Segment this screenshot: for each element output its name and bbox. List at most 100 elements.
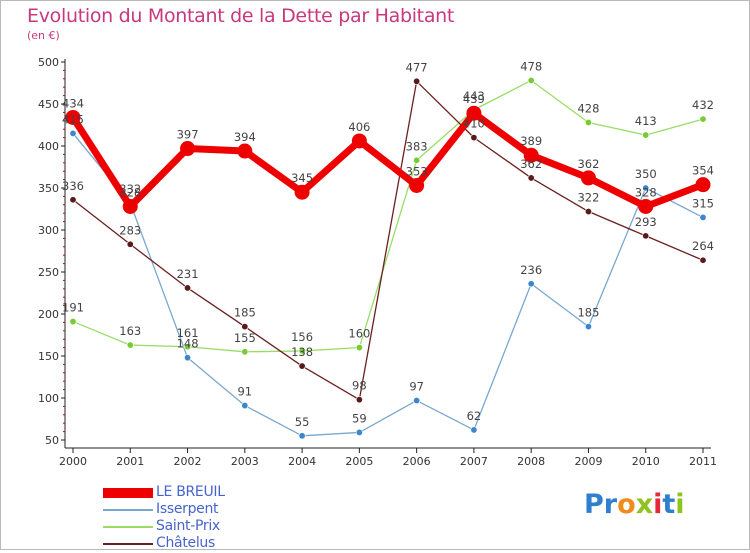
logo-letter: t [662,489,676,520]
logo-letter: r [603,489,618,520]
data-label: 362 [577,157,599,171]
data-point [695,177,711,193]
legend-label: LE BREUIL [156,484,225,500]
data-point [527,174,535,182]
legend-swatch [103,526,153,528]
data-point [638,198,654,214]
data-label: 97 [409,380,424,394]
data-label: 62 [467,409,482,423]
data-label: 394 [234,130,256,144]
data-label: 328 [119,185,141,199]
data-point [126,341,134,349]
chart-title: Evolution du Montant de la Dette par Hab… [27,5,455,27]
series-line-isserpent [72,132,704,437]
data-point [241,323,249,331]
data-label: 406 [348,120,370,134]
data-point [413,77,421,85]
data-label: 354 [692,164,714,178]
data-label: 283 [119,223,141,237]
data-label: 91 [237,385,252,399]
legend-swatch [103,488,153,498]
data-label: 161 [177,326,199,340]
x-tick-label: 2004 [288,455,316,468]
data-label: 477 [406,60,428,74]
data-point [584,323,592,331]
data-point [241,348,249,356]
data-label: 163 [119,324,141,338]
data-label: 353 [406,164,428,178]
data-label: 432 [692,98,714,112]
data-point [580,170,596,186]
data-point [355,344,363,352]
x-tick-label: 2007 [460,455,488,468]
data-point [69,129,77,137]
line-chart: 50 100 150 200 250 300 350 400 450 500 2000 2001 200… [38,56,717,468]
y-tick-label: 50 [45,434,59,447]
data-point [699,213,707,221]
data-label: 332 [119,182,141,196]
data-point [184,354,192,362]
data-point [298,432,306,440]
legend-label: Saint-Prix [156,518,220,534]
x-tick-label: 2011 [689,455,717,468]
logo-letter: i [675,489,685,520]
data-label: 191 [62,301,84,315]
data-point [351,133,367,149]
logo-letter: P [584,489,604,520]
data-point [642,131,650,139]
proxiti-logo: Proxiti [584,489,685,520]
data-label: 389 [520,134,542,148]
data-label: 345 [291,171,313,185]
logo-letter: o [617,489,636,520]
data-label: 138 [291,345,313,359]
series-line-ch-telus [72,80,704,401]
data-point [642,184,650,192]
data-label: 185 [234,306,256,320]
data-point [413,156,421,164]
data-label: 434 [62,96,84,110]
x-tick-label: 2005 [345,455,373,468]
data-label: 322 [577,191,599,205]
data-point [584,118,592,126]
legend-label: Châtelus [156,535,215,551]
data-label: 439 [463,92,485,106]
data-point [237,143,253,159]
y-tick-label: 300 [38,224,59,237]
data-point [69,318,77,326]
data-point [180,141,196,157]
data-label: 428 [577,101,599,115]
data-point [642,232,650,240]
data-label: 156 [291,330,313,344]
data-label: 415 [62,112,84,126]
data-label: 55 [295,415,310,429]
data-label: 160 [348,327,370,341]
x-tick-label: 2010 [632,455,660,468]
data-label: 155 [234,331,256,345]
data-label: 413 [635,114,657,128]
data-point [294,184,310,200]
data-label: 410 [463,117,485,131]
data-point [527,76,535,84]
data-label: 478 [520,59,542,73]
data-point [355,396,363,404]
series-layer [65,76,711,440]
data-label: 350 [635,167,657,181]
y-tick-label: 250 [38,266,59,279]
data-point [184,284,192,292]
y-tick-label: 350 [38,182,59,195]
legend-label: Isserpent [156,501,219,517]
y-tick-label: 200 [38,308,59,321]
y-tick-label: 100 [38,392,59,405]
data-point [470,134,478,142]
data-point [241,402,249,410]
data-point [184,343,192,351]
data-label: 236 [520,263,542,277]
data-point [523,147,539,163]
data-label: 397 [177,128,199,142]
data-label: 443 [463,89,485,103]
data-point [122,198,138,214]
data-point [413,397,421,405]
series-line-saint-prix [72,79,704,353]
x-tick-label: 2002 [174,455,202,468]
data-point [69,196,77,204]
